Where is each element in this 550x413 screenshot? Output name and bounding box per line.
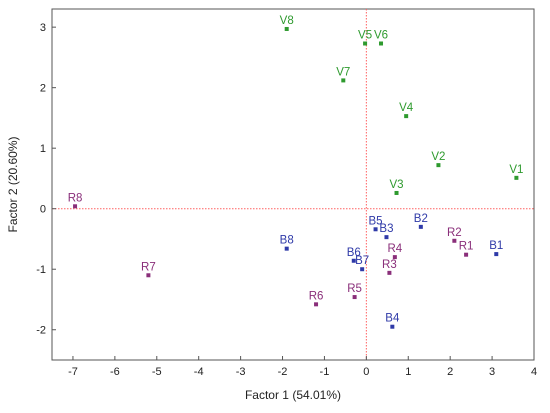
data-point-label: V3 xyxy=(389,179,403,191)
data-point-marker xyxy=(418,224,423,229)
x-tick-label: 2 xyxy=(447,366,453,378)
data-point-marker xyxy=(494,252,499,257)
x-tick-label: -3 xyxy=(236,366,246,378)
data-point-label: R5 xyxy=(347,283,362,295)
data-point-marker xyxy=(452,238,457,243)
data-point-label: B5 xyxy=(369,215,383,227)
data-point-label: V2 xyxy=(431,151,445,163)
data-point-label: R1 xyxy=(459,241,474,253)
data-point-label: B7 xyxy=(355,255,369,267)
reference-lines xyxy=(52,9,534,360)
data-point-marker xyxy=(394,190,399,195)
data-point-label: B8 xyxy=(280,235,294,247)
y-tick-label: 0 xyxy=(40,204,46,216)
y-tick-label: 1 xyxy=(40,143,46,155)
data-point-marker xyxy=(351,258,356,263)
data-point-marker xyxy=(392,255,397,260)
x-tick-label: -2 xyxy=(278,366,288,378)
data-point-marker xyxy=(390,324,395,329)
x-tick-label: -1 xyxy=(320,366,330,378)
data-point-label: V6 xyxy=(374,29,388,41)
data-point-label: V4 xyxy=(399,102,414,114)
data-point-label: V5 xyxy=(358,29,372,41)
y-tick-label: 2 xyxy=(40,83,46,95)
data-point-marker xyxy=(146,273,151,278)
data-point-marker xyxy=(514,175,519,180)
x-tick-label: 0 xyxy=(363,366,369,378)
data-point-label: R2 xyxy=(447,227,462,239)
x-axis-ticks: -7 -6 -5 -4 -3 -2 -1 0 1 2 3 4 xyxy=(68,356,537,378)
data-point-marker xyxy=(284,246,289,251)
data-point-marker xyxy=(404,114,409,119)
data-point-marker xyxy=(384,235,389,240)
x-tick-label: 4 xyxy=(531,366,537,378)
data-point-marker xyxy=(363,41,368,46)
data-point-label: R6 xyxy=(309,290,324,302)
data-point-marker xyxy=(73,204,78,209)
data-point-marker xyxy=(341,78,346,83)
data-point-label: B1 xyxy=(489,240,503,252)
data-point-label: R3 xyxy=(382,259,397,271)
x-tick-label: -5 xyxy=(152,366,162,378)
data-point-marker xyxy=(314,302,319,307)
x-tick-label: 1 xyxy=(405,366,411,378)
data-point-marker xyxy=(284,26,289,31)
y-axis-ticks: -2 -1 0 1 2 3 xyxy=(36,22,56,337)
data-point-label: R4 xyxy=(387,243,402,255)
data-point-label: R8 xyxy=(68,192,83,204)
data-point-marker xyxy=(464,252,469,257)
x-tick-label: -4 xyxy=(194,366,204,378)
y-tick-label: 3 xyxy=(40,22,46,34)
data-point-label: V1 xyxy=(509,164,523,176)
x-tick-label: 3 xyxy=(489,366,495,378)
data-point-label: B4 xyxy=(385,313,400,325)
data-point-marker xyxy=(352,295,357,300)
y-tick-label: -1 xyxy=(36,264,46,276)
y-axis-title: Factor 2 (20.60%) xyxy=(6,136,20,232)
data-point-label: V8 xyxy=(280,15,294,27)
data-point-label: B2 xyxy=(414,213,428,225)
data-point-marker xyxy=(373,227,378,232)
data-point-label: R7 xyxy=(141,261,156,273)
data-point-marker xyxy=(379,41,384,46)
data-point-label: B6 xyxy=(347,247,361,259)
y-tick-label: -2 xyxy=(36,325,46,337)
x-tick-label: -6 xyxy=(110,366,120,378)
x-axis-title: Factor 1 (54.01%) xyxy=(245,388,341,402)
x-tick-label: -7 xyxy=(68,366,78,378)
data-point-marker xyxy=(436,163,441,168)
plot-frame xyxy=(51,8,535,361)
data-point-marker xyxy=(387,270,392,275)
data-point-label: V7 xyxy=(336,66,350,78)
data-point-label: B3 xyxy=(379,223,393,235)
data-point-marker xyxy=(360,267,365,272)
